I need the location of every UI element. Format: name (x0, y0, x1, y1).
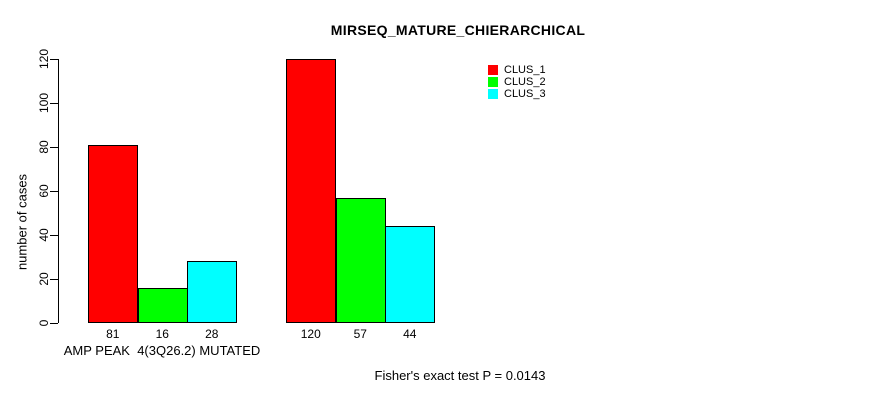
y-axis-tick (50, 58, 58, 60)
legend: CLUS_1 CLUS_2 CLUS_3 (488, 64, 546, 100)
y-axis-tick (50, 190, 58, 192)
y-axis-tick-label: 120 (37, 48, 51, 70)
bar-value-label: 28 (205, 327, 219, 341)
bar-value-label: 81 (106, 327, 120, 341)
y-axis-tick (50, 322, 58, 324)
y-axis-tick-label: 100 (37, 92, 51, 114)
y-axis-tick-label: 0 (37, 319, 51, 327)
bar-clus_3-group2 (385, 226, 435, 323)
y-axis-label: number of cases (14, 173, 30, 271)
legend-item: CLUS_1 (488, 64, 546, 76)
y-axis-tick (50, 146, 58, 148)
bar-value-label: 120 (300, 327, 321, 341)
legend-swatch-icon (488, 65, 498, 75)
y-axis-tick-label: 60 (37, 184, 51, 198)
bar-value-label: 16 (155, 327, 169, 341)
bar-clus_3-group1 (187, 261, 237, 323)
bar-value-label: 57 (353, 327, 367, 341)
legend-label: CLUS_3 (504, 88, 546, 100)
y-axis-tick (50, 278, 58, 280)
y-axis-tick-label: 20 (37, 272, 51, 286)
bar-value-label: 44 (403, 327, 417, 341)
y-axis-tick (50, 102, 58, 104)
legend-item: CLUS_2 (488, 76, 546, 88)
fisher-test-note: Fisher's exact test P = 0.0143 (374, 368, 546, 383)
legend-swatch-icon (488, 89, 498, 99)
bar-clus_2-group2 (335, 197, 386, 323)
legend-label: CLUS_1 (504, 64, 546, 76)
y-axis-tick (50, 234, 58, 236)
x-category-label: AMP PEAK 4(3Q26.2) MUTATED (63, 343, 261, 358)
bar-clus_1-group2 (286, 59, 336, 323)
legend-swatch-icon (488, 77, 498, 87)
bar-clus_2-group1 (137, 287, 188, 323)
y-axis-tick-label: 40 (37, 228, 51, 242)
legend-item: CLUS_3 (488, 88, 546, 100)
legend-label: CLUS_2 (504, 76, 546, 88)
y-axis-line (58, 59, 59, 323)
y-axis-tick-label: 80 (37, 140, 51, 154)
chart-title: MIRSEQ_MATURE_CHIERARCHICAL (330, 22, 586, 38)
bar-clus_1-group1 (88, 144, 138, 323)
